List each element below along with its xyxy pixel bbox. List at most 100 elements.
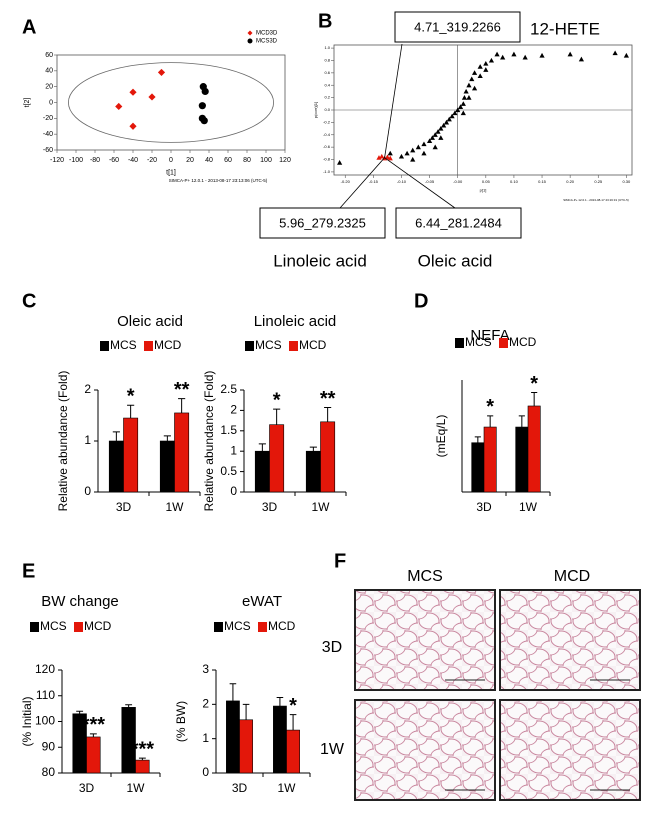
- legend-label: MCS: [255, 338, 282, 352]
- x-tick-label: 1W: [166, 500, 185, 514]
- x-tick-label: 0.30: [622, 179, 631, 184]
- bar: [174, 412, 190, 493]
- x-tick-label: 0.10: [510, 179, 519, 184]
- point: [129, 88, 137, 96]
- point: [500, 54, 506, 60]
- error-bar: [273, 408, 281, 425]
- legend-label: MCS: [40, 619, 67, 633]
- histology-images: [354, 589, 641, 801]
- point: [471, 70, 478, 75]
- x-tick-label: 40: [205, 157, 213, 164]
- x-tick-label: -0.05: [425, 179, 435, 184]
- y-axis-label: (% BW): [174, 701, 188, 742]
- y-tick-label: 60: [45, 52, 53, 59]
- column-label: MCD: [554, 568, 590, 585]
- error-bar: [518, 415, 525, 428]
- legend-swatch: [144, 341, 153, 351]
- x-tick-label: 3D: [79, 781, 95, 795]
- y-tick-label: -60: [43, 147, 53, 154]
- y-tick-label: 90: [42, 739, 56, 753]
- legend-swatch: [214, 622, 223, 632]
- callout-box: [394, 11, 521, 43]
- y-tick-label: 0.8: [324, 58, 330, 63]
- significance: **: [174, 379, 190, 401]
- point: [461, 95, 468, 100]
- callout-line: [339, 157, 385, 209]
- legend-label: MCD: [84, 619, 112, 633]
- y-tick-label: 2: [230, 403, 237, 417]
- plot-frame: [56, 54, 286, 151]
- bar: [159, 440, 175, 493]
- legend-label: MCD: [268, 619, 296, 633]
- y-axis-label: Relative abundance (Fold): [202, 371, 216, 512]
- significance: *: [486, 396, 494, 418]
- legend-swatch: [258, 622, 267, 632]
- histology-image: [354, 589, 496, 691]
- point: [623, 52, 629, 58]
- error-bar: [487, 415, 494, 428]
- x-tick-label: 3D: [262, 500, 278, 514]
- point: [460, 110, 466, 116]
- point: [567, 51, 573, 57]
- bar: [320, 421, 336, 493]
- compound-name: Linoleic acid: [273, 251, 367, 270]
- x-tick-label: 80: [243, 157, 251, 164]
- y-tick-label: 40: [45, 68, 53, 75]
- error-bar: [324, 407, 332, 422]
- y-tick-label: 2.5: [220, 382, 237, 396]
- point: [483, 67, 489, 72]
- point: [435, 129, 441, 134]
- y-axis-label: (% Initial): [20, 696, 34, 746]
- point: [578, 56, 584, 62]
- legend-swatch: [30, 622, 39, 632]
- bar: [515, 426, 529, 493]
- x-tick-label: 20: [186, 157, 194, 164]
- point: [200, 117, 208, 125]
- error-bar: [309, 446, 317, 452]
- point: [522, 54, 528, 60]
- y-tick-label: -0.8: [323, 157, 331, 162]
- point: [438, 135, 444, 140]
- histology-image: [354, 699, 496, 801]
- x-tick-label: 0: [169, 157, 173, 164]
- significance: **: [320, 388, 336, 410]
- x-tick-label: -40: [128, 157, 138, 164]
- point: [148, 93, 156, 101]
- y-tick-label: -0.4: [323, 132, 331, 137]
- y-tick-label: -1.0: [323, 169, 331, 174]
- point: [387, 155, 393, 161]
- legend-label: MCS3D: [256, 39, 278, 45]
- x-tick-label: -0.20: [341, 179, 351, 184]
- callout-text: 6.44_281.2484: [415, 215, 502, 230]
- bar: [273, 705, 287, 774]
- x-tick-label: -0.10: [397, 179, 407, 184]
- row-label: 3D: [322, 639, 342, 656]
- point: [612, 50, 618, 56]
- callout-box: [395, 207, 522, 239]
- significance: *: [273, 389, 281, 411]
- x-tick-label: -0.15: [369, 179, 379, 184]
- histology-image: [499, 699, 641, 801]
- x-axis-label: t[1]: [166, 170, 176, 177]
- point: [443, 119, 450, 125]
- point: [477, 64, 483, 69]
- error-bar: [138, 757, 146, 761]
- point: [466, 95, 472, 100]
- callout-line: [384, 157, 456, 209]
- bar: [527, 405, 541, 493]
- bar: [305, 450, 321, 493]
- legend-label: MCS: [465, 335, 492, 349]
- panel-label: E: [22, 560, 35, 582]
- y-tick-label: 110: [36, 688, 55, 702]
- point: [494, 51, 500, 57]
- x-tick-label: 0.05: [482, 179, 491, 184]
- point: [460, 101, 466, 106]
- x-tick-label: 1W: [127, 781, 146, 795]
- bar: [123, 417, 139, 493]
- bar: [483, 426, 497, 493]
- y-tick-label: 0.5: [220, 464, 237, 478]
- x-tick-label: 100: [260, 157, 272, 164]
- y-axis-label: p(corr)[1]: [313, 102, 318, 118]
- chart-title: Oleic acid: [117, 313, 183, 330]
